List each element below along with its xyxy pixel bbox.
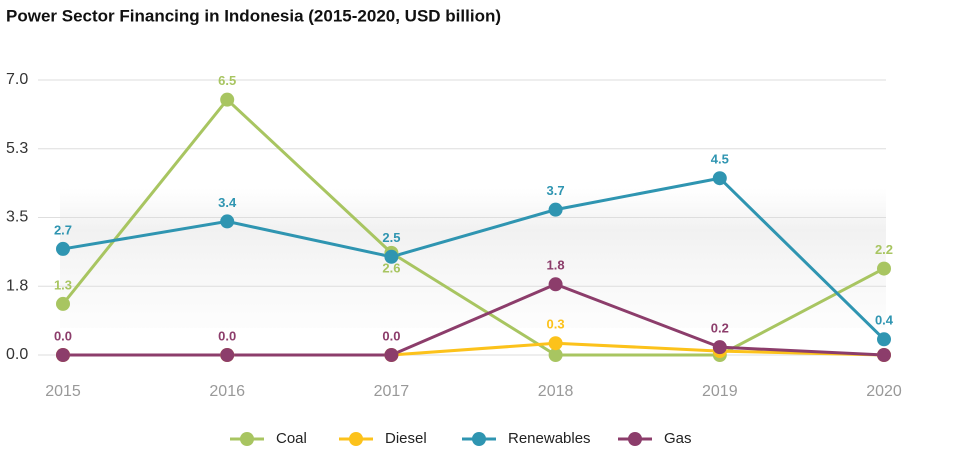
data-label: 0.3	[547, 317, 565, 332]
x-tick-label: 2018	[538, 383, 574, 400]
data-point	[56, 348, 70, 362]
data-point	[384, 348, 399, 362]
x-tick-label: 2015	[45, 383, 81, 400]
data-point	[548, 336, 563, 351]
data-label: 4.5	[711, 152, 729, 167]
data-label: 0.0	[218, 328, 236, 343]
data-label: 1.8	[547, 258, 565, 273]
x-tick-label: 2016	[209, 383, 245, 400]
data-point	[877, 332, 891, 347]
data-label: 0.4	[875, 313, 894, 328]
legend-label: Coal	[276, 430, 307, 447]
y-tick-label: 3.5	[6, 209, 28, 226]
legend-label: Gas	[664, 430, 692, 447]
data-point	[220, 92, 235, 107]
data-point	[548, 202, 563, 217]
data-label: 6.5	[218, 73, 236, 88]
data-label: 1.3	[54, 277, 72, 292]
y-tick-label: 0.0	[6, 346, 28, 363]
data-point	[56, 241, 70, 256]
data-point	[220, 348, 235, 362]
series-line	[62, 176, 886, 341]
data-label: 2.7	[54, 222, 72, 237]
data-point	[56, 296, 70, 311]
data-label: 3.7	[547, 183, 565, 198]
legend-marker	[349, 432, 363, 446]
data-label: 0.0	[54, 328, 72, 343]
x-tick-label: 2019	[702, 383, 738, 400]
data-label: 2.5	[382, 230, 400, 245]
legend-label: Renewables	[508, 430, 591, 447]
data-label: 3.4	[218, 195, 237, 210]
data-point	[220, 214, 235, 229]
data-point	[548, 348, 563, 362]
data-point	[548, 277, 563, 292]
legend-marker	[240, 432, 254, 446]
data-point	[877, 261, 891, 276]
legend-marker	[472, 432, 486, 446]
data-label: 2.6	[382, 260, 400, 275]
y-tick-label: 1.8	[6, 277, 28, 294]
legend-label: Diesel	[385, 430, 427, 447]
data-label: 2.2	[875, 242, 893, 257]
y-tick-label: 7.0	[6, 71, 28, 88]
data-label: 0.2	[711, 321, 729, 336]
legend-marker	[628, 432, 642, 446]
data-label: 0.0	[382, 328, 400, 343]
data-point	[384, 249, 399, 264]
data-point	[712, 171, 727, 186]
x-tick-label: 2020	[866, 383, 902, 400]
series-line	[61, 97, 885, 357]
background-band	[60, 188, 886, 328]
x-tick-label: 2017	[374, 383, 410, 400]
data-point	[712, 340, 727, 355]
chart-title: Power Sector Financing in Indonesia (201…	[6, 6, 501, 25]
series-line	[63, 282, 885, 357]
data-point	[877, 348, 891, 362]
y-tick-label: 5.3	[6, 140, 28, 157]
